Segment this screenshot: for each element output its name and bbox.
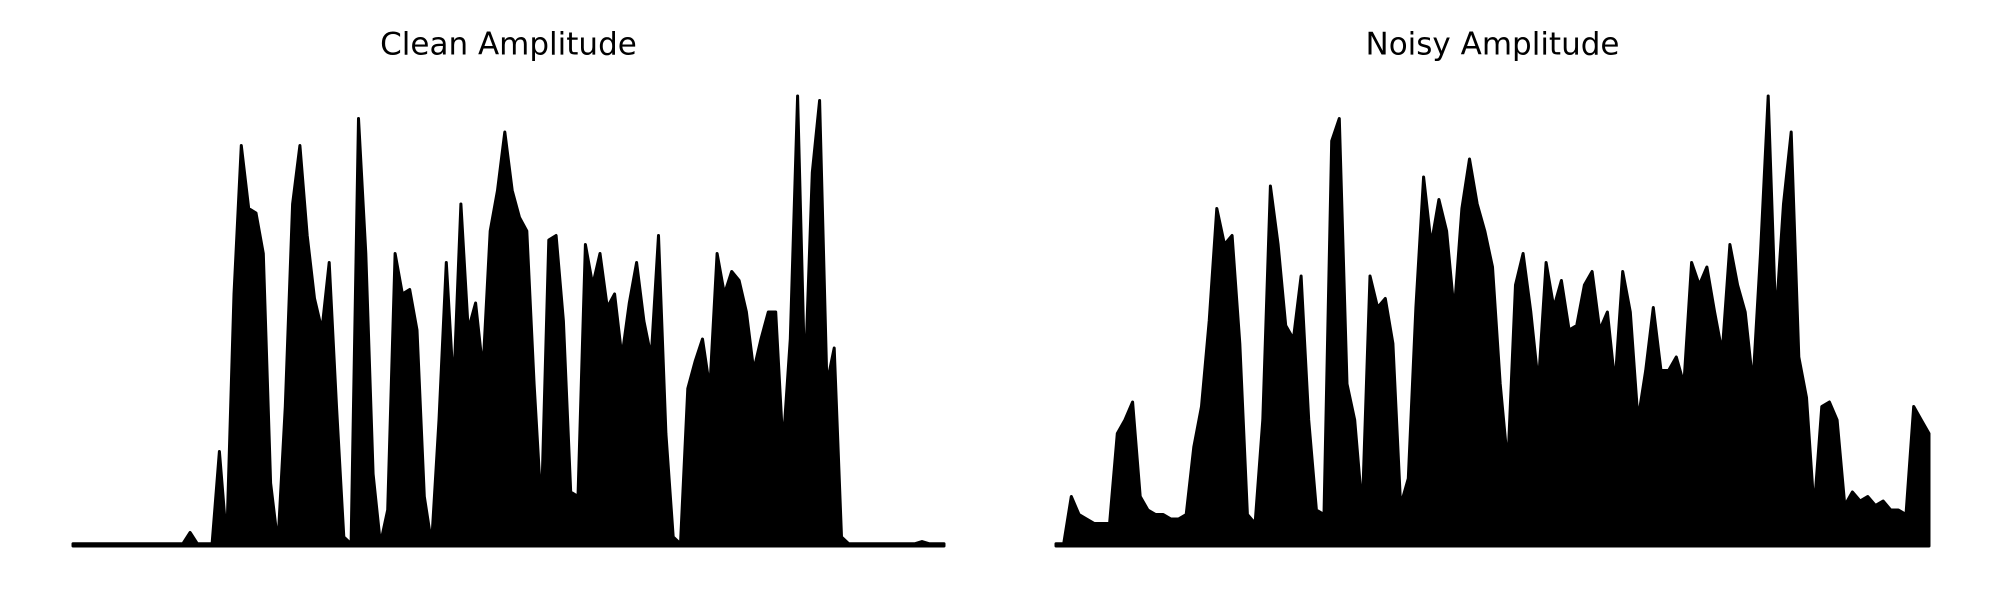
chart-title: Noisy Amplitude: [1366, 27, 1620, 63]
amplitude-area: [1054, 94, 1931, 548]
chart-title: Clean Amplitude: [380, 27, 637, 63]
amplitude-area: [71, 94, 946, 548]
